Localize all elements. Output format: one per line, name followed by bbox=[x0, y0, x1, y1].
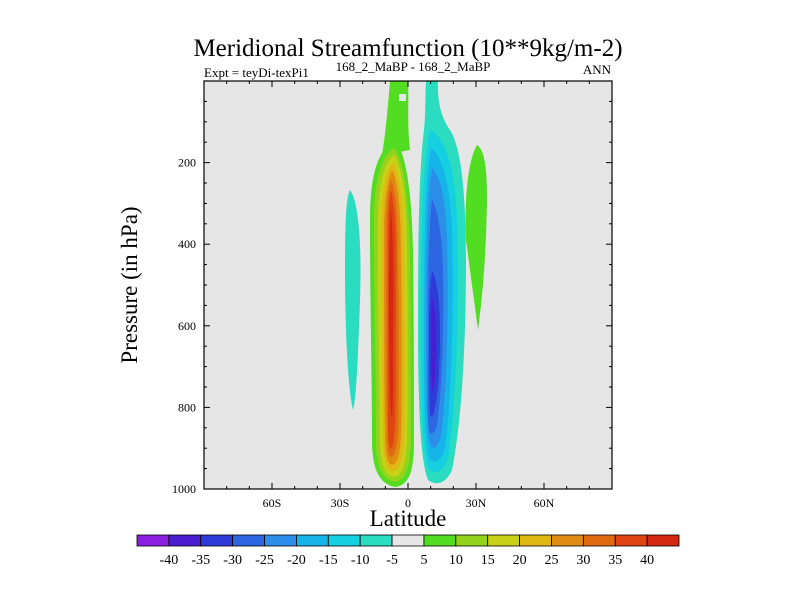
x-tick-label: 60N bbox=[534, 496, 555, 510]
x-tick-label: 0 bbox=[405, 496, 411, 510]
subtitle-right: ANN bbox=[583, 62, 612, 77]
colorbar-swatch bbox=[168, 534, 202, 547]
colorbar: -40 -35 -30 -25 -20 -15 -10 -5 5 10 15 20 25 30 35 40 bbox=[136, 534, 680, 568]
colorbar-label: 20 bbox=[513, 553, 527, 568]
x-axis-title: Latitude bbox=[370, 506, 447, 531]
colorbar-swatch bbox=[551, 534, 584, 547]
colorbar-label: 30 bbox=[576, 553, 590, 568]
contour-sh-cell-40 bbox=[389, 208, 394, 418]
y-tick-label: 1000 bbox=[172, 482, 196, 496]
subtitle-center: 168_2_MaBP - 168_2_MaBP bbox=[336, 59, 491, 74]
y-tick-label: 200 bbox=[178, 156, 196, 170]
x-tick-label: 30S bbox=[331, 496, 350, 510]
subtitle-left: Expt = teyDi-texPi1 bbox=[204, 65, 309, 80]
colorbar-label: -25 bbox=[255, 553, 274, 568]
colorbar-swatch bbox=[614, 534, 648, 547]
colorbar-swatch bbox=[455, 534, 489, 547]
colorbar-swatch bbox=[391, 534, 425, 547]
x-tick-label: 60S bbox=[263, 496, 282, 510]
x-tick-label: 30N bbox=[466, 496, 487, 510]
contour-sh-subtropic-negative bbox=[345, 190, 361, 410]
colorbar-label: -35 bbox=[191, 553, 210, 568]
colorbar-label: 35 bbox=[608, 553, 622, 568]
colorbar-label: -20 bbox=[287, 553, 306, 568]
colorbar-swatch bbox=[359, 534, 393, 547]
y-tick-label: 400 bbox=[178, 237, 196, 251]
y-tick-label: 800 bbox=[178, 400, 196, 414]
colorbar-label: -40 bbox=[160, 553, 179, 568]
colorbar-swatch bbox=[582, 534, 616, 547]
colorbar-label: -15 bbox=[319, 553, 338, 568]
colorbar-swatch bbox=[264, 534, 297, 547]
colorbar-swatch bbox=[646, 534, 680, 547]
colorbar-swatch bbox=[136, 534, 170, 547]
contour-field bbox=[345, 81, 487, 487]
colorbar-label: -30 bbox=[223, 553, 242, 568]
colorbar-swatch bbox=[232, 534, 265, 547]
colorbar-label: -5 bbox=[386, 553, 398, 568]
contour-nh-subtropic-positive bbox=[465, 145, 487, 330]
x-axis: 60S 30S 0 30N 60N bbox=[203, 81, 613, 510]
colorbar-label: 25 bbox=[544, 553, 558, 568]
colorbar-swatch bbox=[200, 534, 234, 547]
y-tick-label: 600 bbox=[178, 319, 196, 333]
colorbar-swatch bbox=[296, 534, 329, 547]
chart-title: Meridional Streamfunction (10**9kg/m-2) bbox=[193, 35, 622, 62]
contour-top-gap bbox=[399, 94, 406, 101]
colorbar-label: 15 bbox=[481, 553, 495, 568]
y-axis-title: Pressure (in hPa) bbox=[117, 206, 142, 363]
contour-eq-cell-35 bbox=[431, 298, 436, 392]
colorbar-label: 40 bbox=[640, 553, 654, 568]
colorbar-swatch bbox=[519, 534, 552, 547]
colorbar-swatch bbox=[423, 534, 457, 547]
colorbar-label: 10 bbox=[449, 553, 463, 568]
y-axis: 200 400 600 800 1000 bbox=[172, 80, 612, 496]
colorbar-label: 5 bbox=[420, 553, 427, 568]
colorbar-swatch bbox=[327, 534, 361, 547]
colorbar-label: -10 bbox=[351, 553, 370, 568]
colorbar-swatch bbox=[487, 534, 520, 547]
